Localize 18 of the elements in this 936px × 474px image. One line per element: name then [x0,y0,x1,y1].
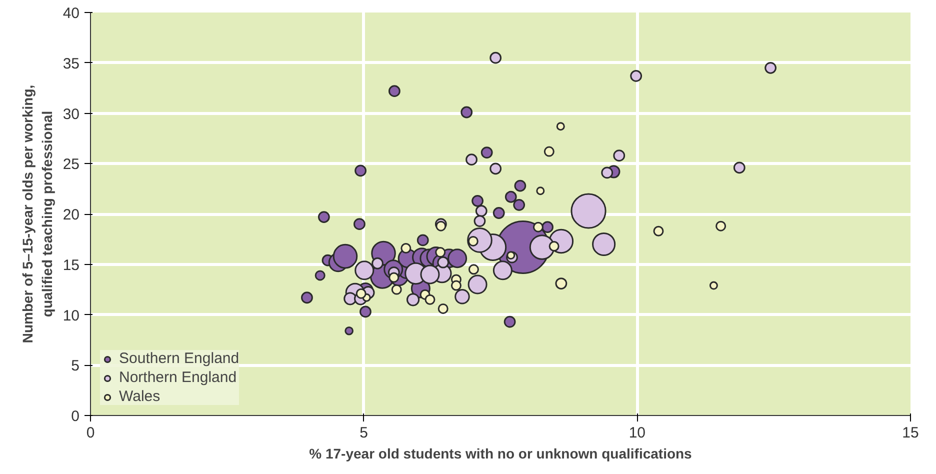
x-tick-label: 10 [628,424,646,442]
y-axis-title: Number of 5–15-year olds per working, qualified teaching professional [20,84,55,344]
legend-label: Wales [119,388,160,405]
y-tick-label: 5 [71,358,80,375]
y-tick-label: 15 [62,256,80,274]
x-tick-label: 5 [360,424,368,442]
y-tick-label: 0 [71,408,80,425]
y-tick-label: 35 [62,55,80,72]
y-tick-label: 40 [62,5,80,22]
y-tick-label: 10 [62,307,80,324]
legend-label: Southern England [119,350,240,367]
y-tick-label: 25 [62,156,80,174]
legend-label: Northern England [119,369,237,386]
x-tick-label: 0 [86,424,95,442]
y-tick-label: 30 [62,106,80,123]
x-tick-label: 15 [902,424,919,442]
x-axis-title: % 17-year old students with no or unknown qualifications [309,446,692,462]
y-tick-label: 20 [62,206,80,224]
